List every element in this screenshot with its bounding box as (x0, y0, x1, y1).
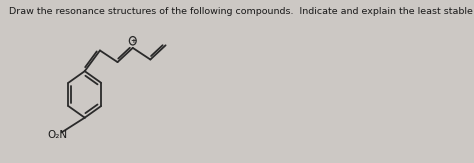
Text: +: + (130, 38, 136, 44)
Text: Draw the resonance structures of the following compounds.  Indicate and explain : Draw the resonance structures of the fol… (9, 7, 474, 15)
Text: O₂N: O₂N (47, 130, 67, 141)
